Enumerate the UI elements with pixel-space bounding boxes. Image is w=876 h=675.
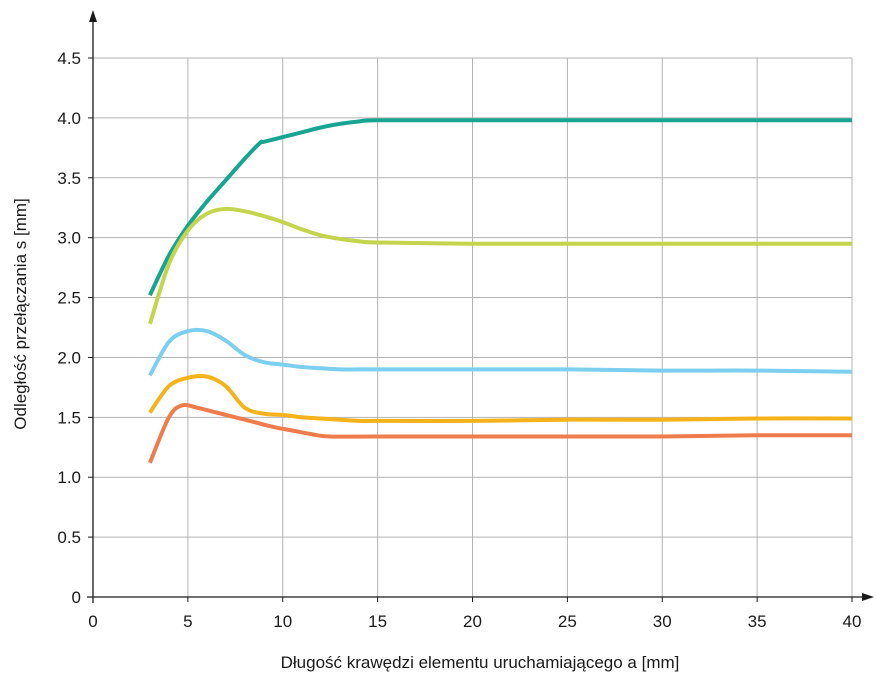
y-tick-label: 3.5 <box>57 169 81 188</box>
y-axis-arrow <box>89 10 97 22</box>
series-line-2 <box>147 206 852 325</box>
y-tick-label: 3.0 <box>57 229 81 248</box>
y-tick-label: 2.0 <box>57 348 81 367</box>
x-tick-label: 30 <box>653 612 672 631</box>
x-tick-label: 15 <box>368 612 387 631</box>
x-tick-label: 35 <box>748 612 767 631</box>
series-line-5 <box>148 402 853 464</box>
grid <box>93 57 853 597</box>
x-axis-title: Długość krawędzi elementu uruchamiająceg… <box>281 653 680 672</box>
x-tick-label: 20 <box>463 612 482 631</box>
x-tick-label: 40 <box>843 612 862 631</box>
x-axis-arrow <box>862 593 874 601</box>
y-axis-title: Odległość przełączania s [mm] <box>11 198 30 429</box>
tick-labels: 0 5 10 15 20 25 30 35 40 0 0.5 1.0 1.5 2.0 2.5 3.0 3.5 4.… <box>57 49 861 631</box>
y-tick-label: 2.5 <box>57 289 81 308</box>
series-line-3 <box>148 327 853 377</box>
x-tick-label: 10 <box>273 612 292 631</box>
y-tick-label: 4.5 <box>57 49 81 68</box>
series-layer <box>147 118 853 464</box>
y-tick-label: 1.5 <box>57 408 81 427</box>
axes <box>87 10 874 603</box>
x-tick-label: 0 <box>88 612 97 631</box>
series-line-4 <box>148 373 853 423</box>
y-tick-label: 4.0 <box>57 109 81 128</box>
x-tick-label: 5 <box>183 612 192 631</box>
series-line-1 <box>148 118 852 297</box>
y-tick-label: 0.5 <box>57 528 81 547</box>
x-tick-label: 25 <box>558 612 577 631</box>
y-tick-label: 1.0 <box>57 468 81 487</box>
y-tick-label: 0 <box>72 588 81 607</box>
